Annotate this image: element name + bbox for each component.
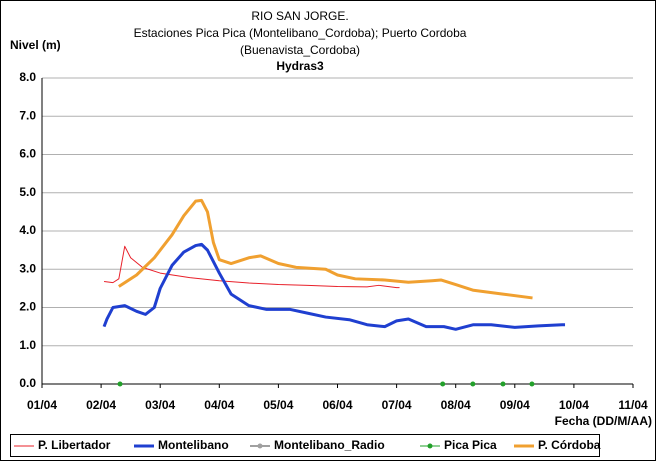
y-tick-label: 5.0 — [19, 185, 36, 199]
x-tick-label: 05/04 — [263, 398, 293, 412]
data-point — [529, 381, 535, 387]
y-tick-label: 3.0 — [19, 261, 36, 275]
chart-source: Hydras3 — [276, 59, 324, 73]
y-tick-label: 0.0 — [19, 376, 36, 390]
chart-subtitle: Estaciones Pica Pica (Montelibano_Cordob… — [134, 26, 467, 40]
y-tick-label: 4.0 — [19, 223, 36, 237]
x-tick-label: 04/04 — [204, 398, 234, 412]
y-tick-label: 1.0 — [19, 338, 36, 352]
legend-label: P. Córdoba — [538, 438, 601, 452]
x-tick-label: 08/04 — [441, 398, 471, 412]
x-tick-label: 02/04 — [86, 398, 116, 412]
legend-box — [10, 434, 600, 457]
x-tick-label: 03/04 — [145, 398, 175, 412]
x-tick-label: 07/04 — [382, 398, 412, 412]
x-tick-label: 01/04 — [27, 398, 57, 412]
x-tick-label: 11/04 — [618, 398, 648, 412]
y-axis-label: Nivel (m) — [10, 38, 61, 52]
y-tick-label: 6.0 — [19, 147, 36, 161]
y-tick-label: 2.0 — [19, 300, 36, 314]
x-tick-label: 06/04 — [322, 398, 352, 412]
series-line — [103, 245, 400, 289]
data-point — [440, 381, 446, 387]
legend-label: Pica Pica — [444, 438, 497, 452]
y-tick-label: 7.0 — [19, 108, 36, 122]
legend-label: Montelibano — [158, 438, 229, 452]
chart-subtitle: (Buenavista_Cordoba) — [240, 43, 360, 57]
data-point — [117, 381, 123, 387]
series-line — [102, 242, 566, 331]
chart-title: RIO SAN JORGE. — [251, 9, 348, 23]
x-tick-label: 09/04 — [500, 398, 530, 412]
x-axis-label: Fecha (DD/M/AA) — [555, 414, 652, 428]
legend-marker — [257, 443, 263, 449]
legend-label: Montelibano_Radio — [274, 438, 385, 452]
y-tick-label: 8.0 — [19, 70, 36, 84]
data-point — [470, 381, 476, 387]
legend-label: P. Libertador — [38, 438, 111, 452]
series-line — [118, 198, 533, 300]
legend-marker — [427, 443, 433, 449]
x-tick-label: 10/04 — [559, 398, 589, 412]
data-point — [500, 381, 506, 387]
